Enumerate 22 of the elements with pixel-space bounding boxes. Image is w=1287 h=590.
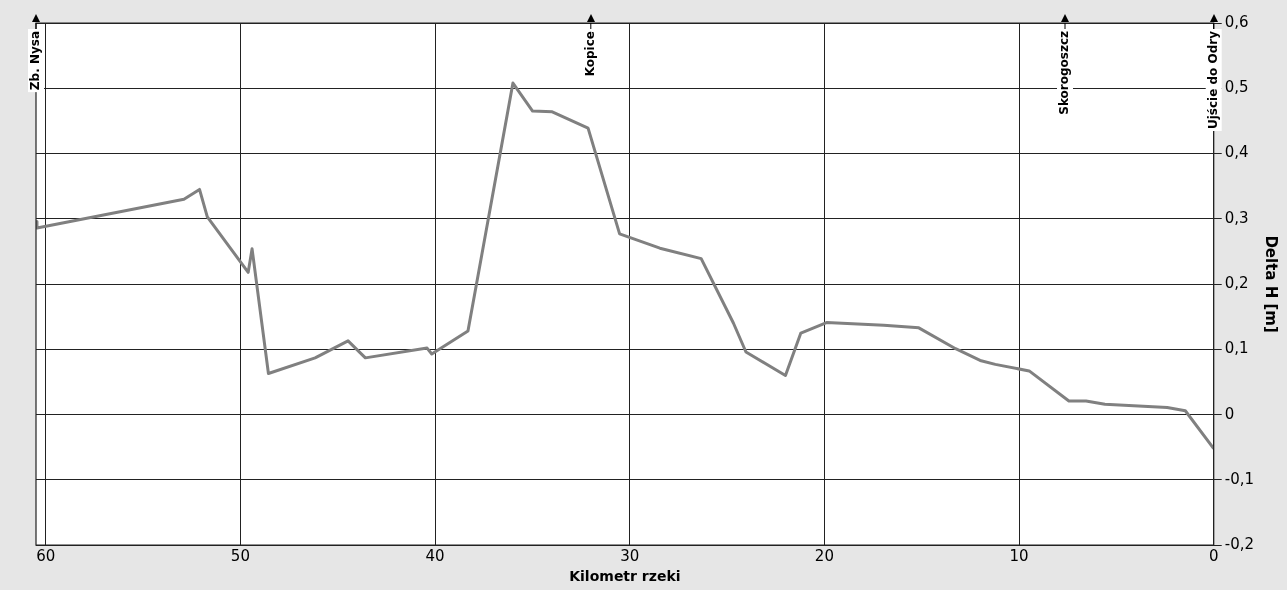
ref-line-label: Kopice	[582, 31, 597, 77]
y-tick-label: 0,3	[1224, 208, 1249, 227]
y-tick-label: 0,4	[1224, 143, 1249, 162]
y-tick-label: 0,1	[1224, 339, 1249, 358]
x-tick-label: 0	[1208, 547, 1219, 566]
y-tick-label: -0,2	[1224, 535, 1255, 554]
ref-line-label: Ujście do Odry	[1205, 30, 1220, 130]
y-tick-label: 0,5	[1224, 78, 1249, 97]
x-tick-label: 30	[620, 547, 640, 566]
y-tick-label: -0,1	[1224, 469, 1255, 488]
x-tick-label: 50	[230, 547, 250, 566]
x-tick-label: 60	[36, 547, 56, 566]
x-tick-label: 20	[814, 547, 834, 566]
ref-line-label: Zb. Nysa	[28, 31, 43, 91]
y-tick-label: 0,6	[1224, 12, 1249, 31]
y-tick-label: 0	[1224, 404, 1235, 423]
ref-line-label: Skorogoszcz	[1057, 30, 1072, 115]
x-axis-title: Kilometr rzeki	[569, 568, 681, 585]
x-tick-label: 40	[425, 547, 445, 566]
y-axis-title: Delta H [m]	[1262, 235, 1281, 333]
x-tick-label: 10	[1009, 547, 1029, 566]
y-tick-label: 0,2	[1224, 273, 1249, 292]
